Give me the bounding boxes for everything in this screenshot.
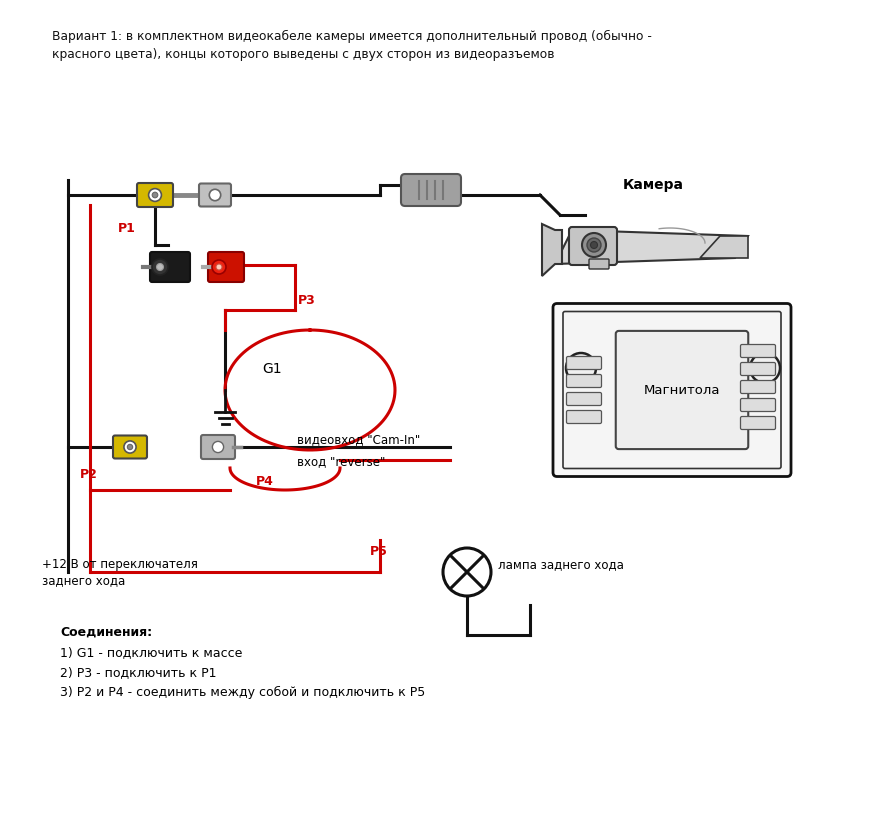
Circle shape xyxy=(156,264,164,270)
FancyBboxPatch shape xyxy=(401,174,461,206)
Polygon shape xyxy=(542,224,562,276)
Text: P3: P3 xyxy=(298,294,316,307)
Circle shape xyxy=(216,264,222,270)
FancyBboxPatch shape xyxy=(553,304,791,476)
FancyBboxPatch shape xyxy=(567,374,601,388)
FancyBboxPatch shape xyxy=(137,183,173,207)
Circle shape xyxy=(443,548,491,596)
Text: 3) Р2 и Р4 - соединить между собой и подключить к Р5: 3) Р2 и Р4 - соединить между собой и под… xyxy=(60,686,425,699)
FancyBboxPatch shape xyxy=(113,435,147,458)
Text: P4: P4 xyxy=(256,475,274,488)
FancyBboxPatch shape xyxy=(741,363,775,375)
FancyBboxPatch shape xyxy=(201,435,235,459)
Circle shape xyxy=(212,260,226,274)
Circle shape xyxy=(582,233,606,257)
FancyBboxPatch shape xyxy=(150,252,190,282)
Text: красного цвета), концы которого выведены с двух сторон из видеоразъемов: красного цвета), концы которого выведены… xyxy=(52,48,554,61)
Text: G1: G1 xyxy=(262,362,282,376)
Circle shape xyxy=(152,192,158,198)
Text: видеовход "Cam-In": видеовход "Cam-In" xyxy=(297,433,420,446)
Text: заднего хода: заднего хода xyxy=(42,574,126,587)
FancyBboxPatch shape xyxy=(616,331,748,449)
Text: P5: P5 xyxy=(370,545,388,558)
Text: Магнитола: Магнитола xyxy=(644,383,720,397)
FancyBboxPatch shape xyxy=(741,416,775,429)
FancyBboxPatch shape xyxy=(567,410,601,424)
Text: 1) G1 - подключить к массе: 1) G1 - подключить к массе xyxy=(60,646,242,659)
Circle shape xyxy=(591,241,598,249)
Polygon shape xyxy=(700,236,748,258)
Text: P1: P1 xyxy=(118,222,136,235)
Text: Вариант 1: в комплектном видеокабеле камеры имеется дополнительный провод (обычн: Вариант 1: в комплектном видеокабеле кам… xyxy=(52,30,652,43)
FancyBboxPatch shape xyxy=(741,345,775,357)
Circle shape xyxy=(750,353,780,383)
FancyBboxPatch shape xyxy=(589,259,609,269)
Circle shape xyxy=(212,442,224,452)
Text: Соединения:: Соединения: xyxy=(60,626,152,639)
Polygon shape xyxy=(555,230,748,264)
Text: P2: P2 xyxy=(80,468,98,481)
Circle shape xyxy=(127,444,133,450)
Text: вход "reverse": вход "reverse" xyxy=(297,455,385,468)
Circle shape xyxy=(566,353,596,383)
Text: лампа заднего хода: лампа заднего хода xyxy=(498,558,624,571)
Circle shape xyxy=(152,259,168,275)
Circle shape xyxy=(124,441,136,453)
Text: +12 В от переключателя: +12 В от переключателя xyxy=(42,558,198,571)
Circle shape xyxy=(587,238,601,252)
FancyBboxPatch shape xyxy=(741,398,775,411)
Circle shape xyxy=(149,189,162,201)
Text: Камера: Камера xyxy=(622,178,683,192)
FancyBboxPatch shape xyxy=(199,184,231,207)
FancyBboxPatch shape xyxy=(563,311,781,469)
Circle shape xyxy=(210,190,221,200)
FancyBboxPatch shape xyxy=(567,392,601,406)
FancyBboxPatch shape xyxy=(208,252,244,282)
Text: 2) Р3 - подключить к Р1: 2) Р3 - подключить к Р1 xyxy=(60,666,217,679)
FancyBboxPatch shape xyxy=(741,380,775,393)
FancyBboxPatch shape xyxy=(567,356,601,369)
FancyBboxPatch shape xyxy=(569,227,617,265)
